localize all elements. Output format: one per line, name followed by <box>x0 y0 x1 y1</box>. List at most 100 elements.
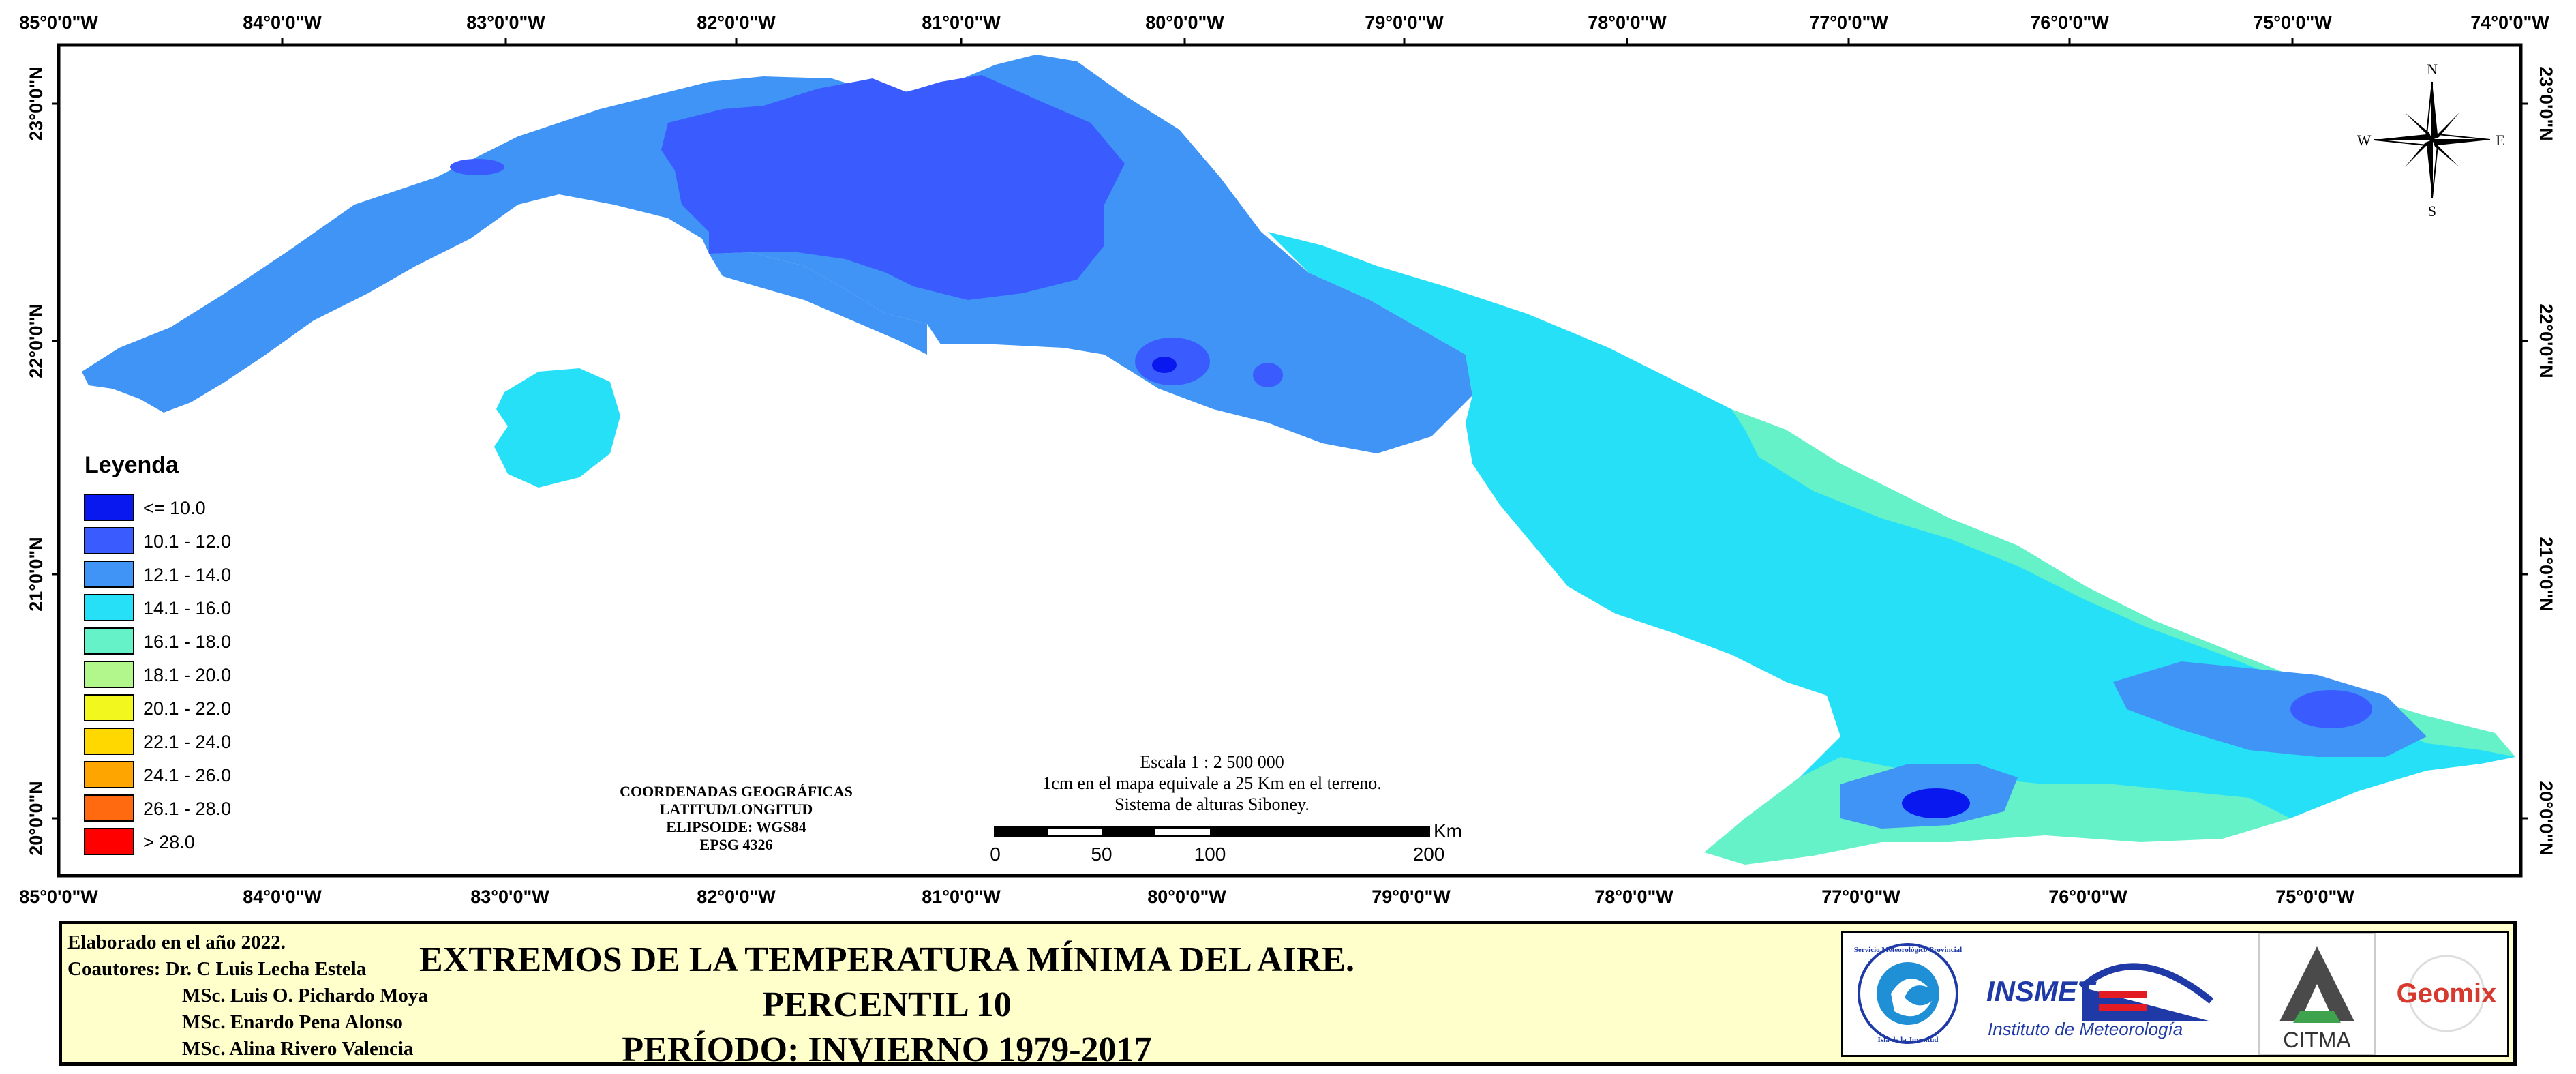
lon-label-top: 80°0'0"W <box>1145 12 1224 33</box>
smp-bottom-text: Isla de la Juventud <box>1878 1036 1939 1044</box>
lat-label-right: 21°0'0"N <box>2536 537 2556 612</box>
scale-line-2: 1cm en el mapa equivale a 25 Km en el te… <box>1042 773 1381 793</box>
legend-label: 12.1 - 14.0 <box>143 565 231 585</box>
legend-title: Leyenda <box>85 452 179 478</box>
legend-swatch <box>84 828 134 855</box>
lat-label-left: 23°0'0"N <box>26 66 46 141</box>
legend-swatch <box>84 561 134 588</box>
zone-lte10-turquino <box>1902 788 1970 818</box>
legend: Leyenda <= 10.0 10.1 - 12.0 12.1 - 14.0 14.… <box>84 452 231 855</box>
legend-swatch <box>84 494 134 521</box>
author-1: Dr. C Luis Lecha Estela <box>165 958 367 980</box>
lon-label-top: 81°0'0"W <box>922 12 1001 33</box>
compass-s: S <box>2428 203 2436 220</box>
lon-label-top: 75°0'0"W <box>2253 12 2332 33</box>
zone-16-18-north <box>1731 409 2515 757</box>
lon-label-top: 77°0'0"W <box>1809 12 1888 33</box>
legend-label: 14.1 - 16.0 <box>143 598 231 618</box>
logos-panel: Servicio Meteorológico Provincial Isla d… <box>1841 931 2509 1057</box>
zone-10-12-hill <box>1253 363 1283 387</box>
made-year: Elaborado en el año 2022. <box>67 931 286 953</box>
lon-label-bottom: 78°0'0"W <box>1594 886 1673 907</box>
compass-e: E <box>2496 132 2504 149</box>
compass-w: W <box>2357 132 2372 149</box>
lat-label-left: 20°0'0"N <box>26 781 46 856</box>
map-frame: 85°0'0"W 84°0'0"W 83°0'0"W 82°0'0"W 81°0… <box>19 12 2556 907</box>
scale-tick-50: 50 <box>1091 844 1112 865</box>
legend-label: 20.1 - 22.0 <box>143 698 231 719</box>
author-3: MSc. Enardo Pena Alonso <box>182 1011 403 1033</box>
citma-logo: CITMA <box>2258 932 2376 1056</box>
compass-rose: N S E W <box>2357 61 2505 220</box>
legend-label: <= 10.0 <box>143 498 206 518</box>
lat-label-right: 23°0'0"N <box>2536 66 2556 141</box>
scale-tick-0: 0 <box>990 844 1001 865</box>
smp-logo: Servicio Meteorológico Provincial Isla d… <box>1854 943 1962 1044</box>
legend-label: 10.1 - 12.0 <box>143 531 231 552</box>
lat-label-left: 22°0'0"N <box>26 303 46 378</box>
zone-10-12-north <box>661 75 1125 300</box>
insmet-logo: INSMET Instituto de Meteorología <box>1986 963 2214 1039</box>
coords-line-1: COORDENADAS GEOGRÁFICAS <box>620 783 853 800</box>
lon-label-top: 79°0'0"W <box>1365 12 1444 33</box>
credits: Elaborado en el año 2022. Coautores: Dr.… <box>67 929 428 1062</box>
scale-line-3: Sistema de alturas Siboney. <box>1115 794 1309 814</box>
legend-swatch <box>84 527 134 554</box>
map-title: EXTREMOS DE LA TEMPERATURA MÍNIMA DEL AI… <box>376 938 1398 1073</box>
legend-swatch <box>84 694 134 721</box>
insmet-subtitle: Instituto de Meteorología <box>1988 1019 2183 1039</box>
legend-label: 16.1 - 18.0 <box>143 631 231 652</box>
scale-line-1: Escala 1 : 2 500 000 <box>1140 752 1284 772</box>
author-4: MSc. Alina Rivero Valencia <box>182 1038 414 1060</box>
legend-label: 18.1 - 20.0 <box>143 665 231 685</box>
lon-label-top: 74°0'0"W <box>2470 12 2549 33</box>
zone-14-16-isla <box>494 368 620 488</box>
geomix-name: Geomix <box>2397 979 2497 1009</box>
legend-swatch <box>84 627 134 655</box>
smp-top-text: Servicio Meteorológico Provincial <box>1854 946 1962 954</box>
lon-label-top: 83°0'0"W <box>466 12 545 33</box>
lat-label-right: 20°0'0"N <box>2536 781 2556 856</box>
cuba-island <box>82 55 2515 865</box>
lon-label-bottom: 76°0'0"W <box>2048 886 2127 907</box>
title-line-2: PERÍODO: INVIERNO 1979-2017 <box>622 1030 1152 1069</box>
citma-name: CITMA <box>2283 1028 2351 1052</box>
legend-label: > 28.0 <box>143 832 195 852</box>
zone-lte10-escambray <box>1152 357 1177 373</box>
lon-label-top: 84°0'0"W <box>243 12 322 33</box>
legend-swatch <box>84 761 134 788</box>
legend-swatch <box>84 728 134 755</box>
coauthors-label: Coautores: <box>67 958 161 980</box>
scale-unit: Km <box>1434 820 1462 841</box>
title-line-1: EXTREMOS DE LA TEMPERATURA MÍNIMA DEL AI… <box>419 940 1354 1024</box>
legend-label: 22.1 - 24.0 <box>143 732 231 752</box>
lon-label-top: 76°0'0"W <box>2030 12 2109 33</box>
lon-label-bottom: 80°0'0"W <box>1147 886 1226 907</box>
lon-label-bottom: 84°0'0"W <box>243 886 322 907</box>
coords-line-4: EPSG 4326 <box>700 836 773 853</box>
lon-label-bottom: 83°0'0"W <box>470 886 549 907</box>
legend-swatch <box>84 794 134 822</box>
legend-swatch <box>84 594 134 621</box>
scale-info: Escala 1 : 2 500 000 1cm en el mapa equi… <box>1042 752 1381 814</box>
lon-label-top: 78°0'0"W <box>1588 12 1667 33</box>
lon-label-bottom: 82°0'0"W <box>697 886 776 907</box>
zone-10-12-baracoa <box>2290 690 2372 728</box>
compass-n: N <box>2427 61 2438 78</box>
scale-tick-100: 100 <box>1194 844 1226 865</box>
legend-swatch <box>84 661 134 688</box>
legend-label: 26.1 - 28.0 <box>143 799 231 819</box>
lat-label-left: 21°0'0"N <box>26 537 46 612</box>
coords-line-2: LATITUD/LONGITUD <box>660 801 813 818</box>
legend-label: 24.1 - 26.0 <box>143 765 231 786</box>
lat-label-right: 22°0'0"N <box>2536 303 2556 378</box>
coords-line-3: ELIPSOIDE: WGS84 <box>666 818 806 835</box>
lon-label-bottom: 85°0'0"W <box>19 886 98 907</box>
zone-12-14-nipe <box>2113 661 2427 757</box>
zone-12-14-southwest <box>709 252 927 355</box>
lon-label-top: 82°0'0"W <box>697 12 776 33</box>
geomix-logo: Geomix <box>2397 955 2497 1032</box>
lon-label-bottom: 79°0'0"W <box>1372 886 1451 907</box>
footer-panel: Elaborado en el año 2022. Coautores: Dr.… <box>59 921 2517 1069</box>
coordinate-info: COORDENADAS GEOGRÁFICAS LATITUD/LONGITUD… <box>620 783 853 853</box>
